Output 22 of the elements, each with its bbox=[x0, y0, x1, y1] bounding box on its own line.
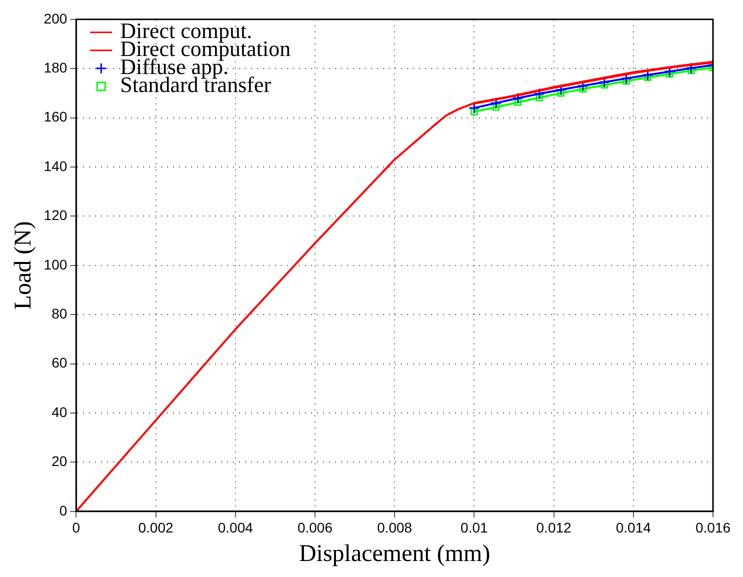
y-tick-label: 80 bbox=[52, 305, 68, 322]
x-tick-label: 0 bbox=[72, 520, 80, 536]
y-tick-label: 200 bbox=[44, 10, 68, 26]
y-tick-label: 100 bbox=[44, 256, 68, 272]
y-tick-label: 160 bbox=[44, 108, 68, 125]
y-tick-label: 40 bbox=[52, 404, 68, 420]
y-tick-label: 60 bbox=[52, 354, 68, 371]
x-tick-label: 0.002 bbox=[138, 520, 174, 536]
y-tick-label: 140 bbox=[44, 158, 68, 174]
y-tick-label: 180 bbox=[44, 59, 68, 76]
x-tick-label: 0.012 bbox=[536, 520, 572, 536]
x-tick-label: 0.014 bbox=[616, 520, 652, 536]
x-axis-title: Displacement (mm) bbox=[298, 540, 490, 567]
y-tick-label: 120 bbox=[44, 207, 68, 224]
y-tick-label: 0 bbox=[59, 502, 68, 518]
x-tick-label: 0.006 bbox=[297, 520, 333, 536]
y-tick-label: 20 bbox=[52, 453, 68, 470]
x-tick-label: 0.01 bbox=[460, 520, 488, 536]
y-axis-title: Load (N) bbox=[10, 221, 37, 310]
x-tick-label: 0.008 bbox=[377, 520, 412, 536]
x-tick-label: 0.004 bbox=[218, 520, 254, 536]
x-tick-label: 0.016 bbox=[695, 520, 731, 536]
